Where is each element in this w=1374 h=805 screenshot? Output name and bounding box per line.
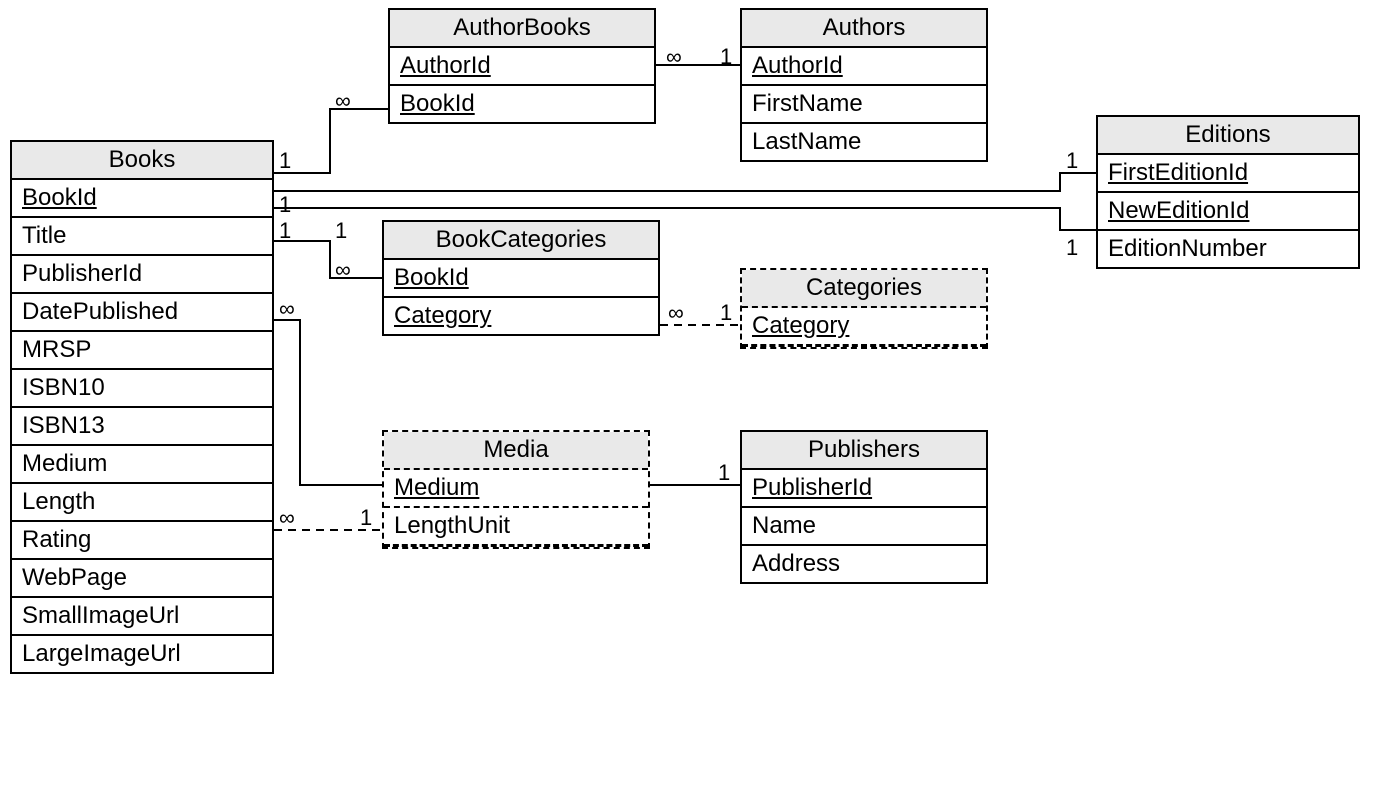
entity-title-bookCategories: BookCategories (384, 222, 658, 260)
entity-title-categories: Categories (742, 270, 986, 308)
entity-field: DatePublished (12, 294, 272, 332)
field-label: NewEditionId (1108, 197, 1249, 224)
cardinality-label: 1 (360, 505, 372, 531)
entity-field: BookId (12, 180, 272, 218)
field-label: BookId (400, 90, 475, 117)
entity-field: Medium (384, 470, 648, 508)
entity-field: Name (742, 508, 986, 546)
field-label: LastName (752, 128, 861, 155)
entity-field: LastName (742, 124, 986, 160)
cardinality-label: ∞ (279, 296, 295, 322)
edge-books-authorbooks (274, 109, 388, 173)
entity-field: Length (12, 484, 272, 522)
entity-field: Rating (12, 522, 272, 560)
field-label: Address (752, 550, 840, 577)
cardinality-label: ∞ (668, 300, 684, 326)
cardinality-label: 1 (720, 44, 732, 70)
entity-field: FirstName (742, 86, 986, 124)
cardinality-label: 1 (720, 300, 732, 326)
entity-field: PublisherId (742, 470, 986, 508)
entity-media: Media Medium LengthUnit (382, 430, 650, 549)
field-label: BookId (22, 184, 97, 211)
cardinality-label: ∞ (279, 505, 295, 531)
entity-field: ISBN10 (12, 370, 272, 408)
field-label: LengthUnit (394, 512, 510, 539)
field-label: ISBN10 (22, 374, 105, 401)
entity-field: LargeImageUrl (12, 636, 272, 672)
field-label: FirstName (752, 90, 863, 117)
entity-bookCategories: BookCategories BookId Category (382, 220, 660, 336)
entity-field: AuthorId (390, 48, 654, 86)
cardinality-label: 1 (279, 148, 291, 174)
field-label: Length (22, 488, 95, 515)
cardinality-label: 1 (279, 192, 291, 218)
entity-field: NewEditionId (1098, 193, 1358, 231)
field-label: LargeImageUrl (22, 640, 181, 667)
field-label: BookId (394, 264, 469, 291)
entity-publishers: Publishers PublisherId Name Address (740, 430, 988, 584)
entity-field: EditionNumber (1098, 231, 1358, 267)
entity-field: Address (742, 546, 986, 582)
entity-field: BookId (384, 260, 658, 298)
cardinality-label: 1 (1066, 148, 1078, 174)
entity-authorBooks: AuthorBooks AuthorId BookId (388, 8, 656, 124)
field-label: Title (22, 222, 66, 249)
field-label: AuthorId (752, 52, 843, 79)
field-label: FirstEditionId (1108, 159, 1248, 186)
entity-title-authorBooks: AuthorBooks (390, 10, 654, 48)
entity-field: FirstEditionId (1098, 155, 1358, 193)
cardinality-label: ∞ (335, 257, 351, 283)
erd-canvas: Books BookId Title PublisherId DatePublished… (0, 0, 1374, 805)
field-label: WebPage (22, 564, 127, 591)
field-label: Rating (22, 526, 91, 553)
field-label: PublisherId (752, 474, 872, 501)
field-label: MRSP (22, 336, 91, 363)
entity-field: Title (12, 218, 272, 256)
entity-field: AuthorId (742, 48, 986, 86)
field-label: Category (752, 312, 849, 339)
field-label: Category (394, 302, 491, 329)
edge-books-editions-first (274, 173, 1096, 191)
entity-title-books: Books (12, 142, 272, 180)
cardinality-label: 1 (335, 218, 347, 244)
entity-editions: Editions FirstEditionId NewEditionId Editio… (1096, 115, 1360, 269)
entity-field: Medium (12, 446, 272, 484)
entity-field: BookId (390, 86, 654, 122)
field-label: SmallImageUrl (22, 602, 179, 629)
cardinality-label: ∞ (335, 88, 351, 114)
field-label: AuthorId (400, 52, 491, 79)
field-label: ISBN13 (22, 412, 105, 439)
entity-field: PublisherId (12, 256, 272, 294)
entity-categories: Categories Category (740, 268, 988, 349)
entity-authors: Authors AuthorId FirstName LastName (740, 8, 988, 162)
cardinality-label: 1 (279, 218, 291, 244)
entity-field: Category (742, 308, 986, 347)
entity-title-media: Media (384, 432, 648, 470)
entity-field: LengthUnit (384, 508, 648, 547)
entity-field: ISBN13 (12, 408, 272, 446)
entity-books: Books BookId Title PublisherId DatePublished… (10, 140, 274, 674)
field-label: PublisherId (22, 260, 142, 287)
entity-field: Category (384, 298, 658, 334)
field-label: Name (752, 512, 816, 539)
field-label: EditionNumber (1108, 235, 1267, 262)
entity-title-editions: Editions (1098, 117, 1358, 155)
cardinality-label: 1 (718, 460, 730, 486)
entity-title-authors: Authors (742, 10, 986, 48)
cardinality-label: 1 (1066, 235, 1078, 261)
edge-books-bookcategories (274, 241, 382, 278)
cardinality-label: ∞ (666, 44, 682, 70)
entity-title-publishers: Publishers (742, 432, 986, 470)
entity-field: SmallImageUrl (12, 598, 272, 636)
entity-field: WebPage (12, 560, 272, 598)
field-label: DatePublished (22, 298, 178, 325)
entity-field: MRSP (12, 332, 272, 370)
field-label: Medium (394, 474, 479, 501)
field-label: Medium (22, 450, 107, 477)
